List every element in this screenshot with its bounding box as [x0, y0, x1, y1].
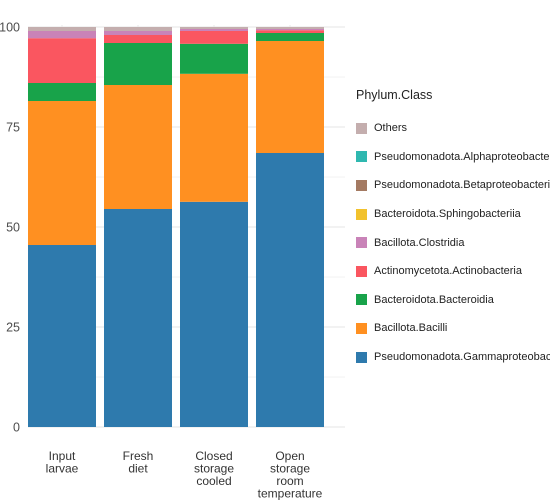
legend-label: Pseudomonadota.Gammaproteobacteria [374, 351, 550, 364]
x-axis-ticks: Input larvae Fresh diet Closed storage cooled O… [46, 449, 323, 501]
bars [28, 27, 324, 427]
bar-segment [256, 30, 324, 33]
legend-swatch [356, 122, 367, 134]
y-axis-ticks: 0 25 50 75 100 [0, 21, 20, 435]
legend-label: Pseudomonadota.Alphaproteobacteria [374, 150, 550, 163]
legend-swatch [356, 265, 367, 277]
bar-segment [104, 27, 172, 31]
bar-segment [104, 85, 172, 209]
y-tick-label: 0 [13, 421, 20, 435]
x-tick-label: Open storage room temperature [258, 449, 323, 501]
legend-item: Others [356, 114, 550, 143]
legend-item: Bacteroidota.Bacteroidia [356, 286, 550, 315]
legend-item: Bacteroidota.Sphingobacteriia [356, 200, 550, 229]
legend-label: Pseudomonadota.Betaproteobacteria [374, 179, 550, 192]
legend-items: Others Pseudomonadota.Alphaproteobacteria… [356, 114, 550, 371]
bar-segment [104, 35, 172, 43]
y-tick-label: 75 [6, 121, 20, 135]
legend-label: Bacteroidota.Sphingobacteriia [374, 208, 521, 221]
bar-segment [104, 31, 172, 35]
bar-segment [256, 33, 324, 41]
legend-title: Phylum.Class [356, 88, 433, 102]
bar-segment [28, 245, 96, 427]
legend-swatch [356, 208, 367, 220]
bar-segment [28, 38, 96, 83]
legend-swatch [356, 179, 367, 191]
legend-label: Others [374, 122, 408, 135]
bar-segment [256, 27, 324, 29]
legend-label: Bacillota.Bacilli [374, 322, 448, 335]
bar-segment [180, 43, 248, 74]
bar-segment [104, 209, 172, 427]
bar-segment [256, 41, 324, 153]
bar-segment [28, 31, 96, 39]
legend-label: Bacillota.Clostridia [374, 236, 465, 249]
bar-segment [180, 29, 248, 31]
legend-item: Bacillota.Clostridia [356, 228, 550, 257]
legend-item: Bacillota.Bacilli [356, 314, 550, 343]
bar-segment [256, 153, 324, 427]
legend-label: Actinomycetota.Actinobacteria [374, 265, 522, 278]
bar-segment [28, 27, 96, 31]
bar-segment [28, 83, 96, 101]
x-tick-label: Fresh diet [123, 449, 154, 476]
bar-segment [28, 101, 96, 245]
y-tick-label: 25 [6, 321, 20, 335]
legend-item: Pseudomonadota.Betaproteobacteria [356, 171, 550, 200]
legend-swatch [356, 237, 367, 249]
legend-label: Bacteroidota.Bacteroidia [374, 293, 494, 306]
bar-segment [180, 27, 248, 29]
legend-swatch [356, 151, 367, 163]
legend-item: Pseudomonadota.Gammaproteobacteria [356, 343, 550, 372]
legend-swatch [356, 294, 367, 306]
y-tick-label: 50 [6, 221, 20, 235]
bar-segment [180, 73, 248, 202]
legend-item: Pseudomonadota.Alphaproteobacteria [356, 143, 550, 172]
legend-swatch [356, 322, 367, 334]
legend-swatch [356, 351, 367, 363]
bar-segment [180, 201, 248, 427]
y-tick-label: 100 [0, 21, 20, 35]
legend-item: Actinomycetota.Actinobacteria [356, 257, 550, 286]
bar-segment [180, 31, 248, 44]
x-tick-label: Closed storage cooled [194, 449, 234, 488]
x-tick-label: Input larvae [46, 449, 79, 476]
legend: Phylum.Class Others Pseudomonadota.Alphap… [356, 88, 550, 371]
bar-segment [104, 43, 172, 85]
bar-segment [256, 29, 324, 31]
